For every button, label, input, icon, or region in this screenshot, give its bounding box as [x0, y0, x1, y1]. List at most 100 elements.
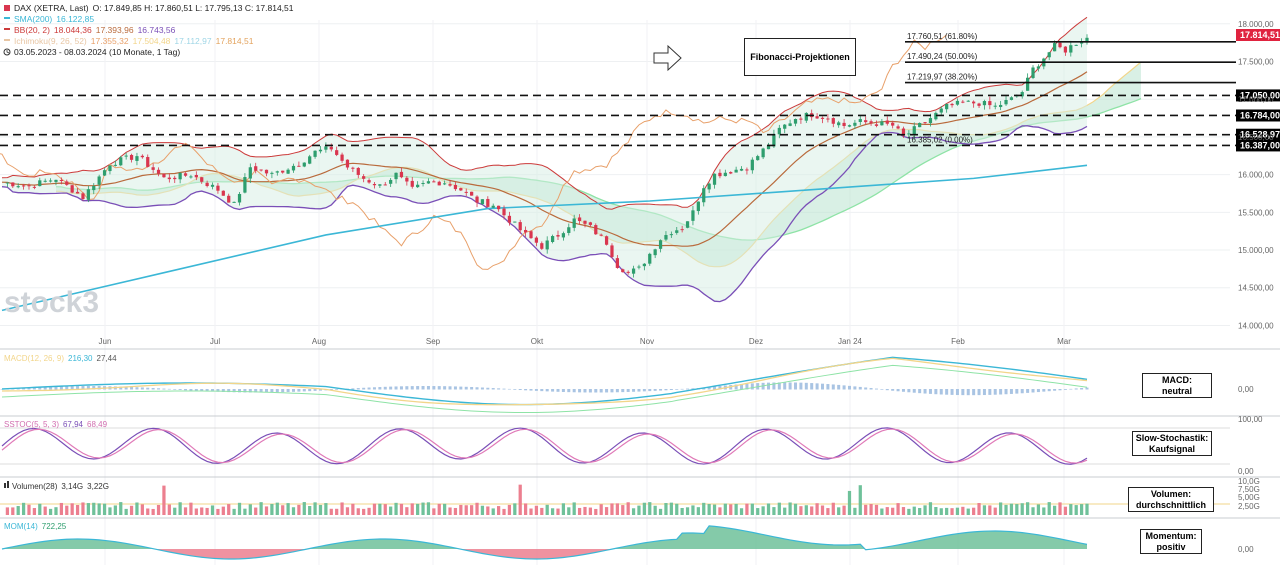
macd-histogram-bar	[335, 389, 339, 390]
macd-histogram-bar	[556, 389, 560, 392]
volume-bar	[664, 503, 668, 515]
macd-histogram-bar	[297, 389, 301, 392]
price-tick-label: 14.000,00	[1238, 321, 1274, 330]
volume-bar	[880, 508, 884, 515]
volume-bar	[513, 503, 517, 515]
candle-body	[804, 112, 808, 121]
volume-bar	[340, 502, 344, 515]
candle-body	[216, 185, 220, 191]
candle-body	[896, 126, 900, 129]
macd-histogram-bar	[351, 388, 355, 390]
volume-bar	[621, 505, 625, 515]
macd-histogram-bar	[885, 389, 889, 391]
candle-body	[491, 205, 495, 208]
candle-body	[496, 205, 501, 210]
candle-body	[324, 146, 328, 150]
macd-histogram-bar	[858, 386, 862, 390]
candle-body	[1009, 97, 1014, 100]
volume-bar	[912, 506, 916, 515]
macd-histogram-bar	[43, 386, 47, 390]
candle-body	[626, 271, 630, 273]
volume-bar	[362, 508, 366, 515]
volume-bar	[572, 502, 576, 515]
volume-panel	[0, 484, 1230, 515]
volume-bar	[702, 502, 706, 515]
macd-histogram-bar	[275, 389, 279, 393]
bb-middle	[1, 71, 1088, 247]
candle-body	[119, 157, 123, 166]
level-label-bg	[1236, 128, 1280, 141]
candle-body	[124, 155, 128, 157]
candle-body	[1004, 100, 1008, 105]
candle-body	[599, 234, 603, 236]
price-tick-label: 15.500,00	[1238, 208, 1274, 217]
macd-histogram-bar	[399, 386, 403, 390]
candle-body	[248, 167, 252, 179]
macd-histogram-bar	[189, 389, 193, 391]
volume-bar	[518, 484, 522, 515]
candle-body	[243, 177, 247, 193]
macd-histogram-bar	[718, 386, 722, 390]
macd-histogram-bar	[491, 388, 495, 390]
volume-bar	[874, 504, 879, 515]
volume-bar	[567, 507, 571, 515]
macd-histogram-bar	[901, 389, 905, 392]
candle-body	[286, 169, 290, 174]
volume-bar	[972, 507, 976, 515]
candle-body	[853, 122, 857, 126]
candle-body	[637, 266, 641, 268]
candle-body	[389, 179, 393, 184]
volume-bar	[1079, 504, 1084, 515]
candle-body	[572, 218, 576, 228]
macd-histogram-bar	[615, 389, 619, 393]
volume-bar	[545, 504, 549, 515]
indicator-lines	[0, 34, 1088, 312]
volume-bar	[610, 503, 614, 515]
candle-body	[934, 112, 938, 120]
candle-body	[340, 154, 344, 161]
candle-body	[842, 122, 846, 127]
macd-histogram-bar	[804, 382, 808, 390]
volume-bar	[918, 507, 922, 515]
volume-bar	[756, 508, 760, 515]
volume-bar	[583, 506, 587, 515]
candle-body	[880, 121, 884, 126]
candle-body	[961, 101, 965, 103]
volume-bar	[38, 503, 42, 515]
candle-body	[864, 120, 868, 123]
macd-panel	[0, 356, 1089, 414]
candle-body	[793, 119, 798, 124]
candle-body	[561, 233, 566, 238]
candle-body	[475, 196, 479, 203]
volume-bar	[426, 502, 431, 515]
volume-bar	[934, 507, 938, 515]
macd-histogram-bar	[1004, 389, 1008, 395]
stochastic-panel	[0, 427, 1230, 465]
candle-body	[345, 159, 350, 168]
macd-histogram-bar	[524, 389, 528, 391]
candle-body	[291, 165, 296, 171]
watermark: stock3	[4, 286, 99, 319]
candle-body	[92, 185, 96, 191]
candle-body	[669, 234, 673, 236]
macd-histogram-bar	[788, 382, 792, 390]
candle-body	[772, 133, 776, 147]
volume-bar	[696, 507, 700, 515]
candle-body	[394, 172, 398, 180]
volume-bar	[81, 502, 85, 515]
volume-bar	[43, 506, 47, 515]
candle-body	[421, 182, 425, 184]
macd-histogram-bar	[475, 387, 479, 390]
volume-bar	[16, 506, 20, 515]
candle-body	[1047, 52, 1051, 58]
volume-bar	[243, 508, 247, 515]
candle-body	[1079, 42, 1084, 44]
macd-histogram-bar	[713, 386, 717, 390]
volume-bar	[200, 507, 204, 515]
macd-histogram-bar	[869, 388, 873, 390]
volume-bar	[680, 507, 684, 515]
candle-body	[756, 156, 760, 161]
level-label: 16.528,97	[1240, 130, 1280, 140]
macd-histogram-bar	[265, 389, 269, 393]
